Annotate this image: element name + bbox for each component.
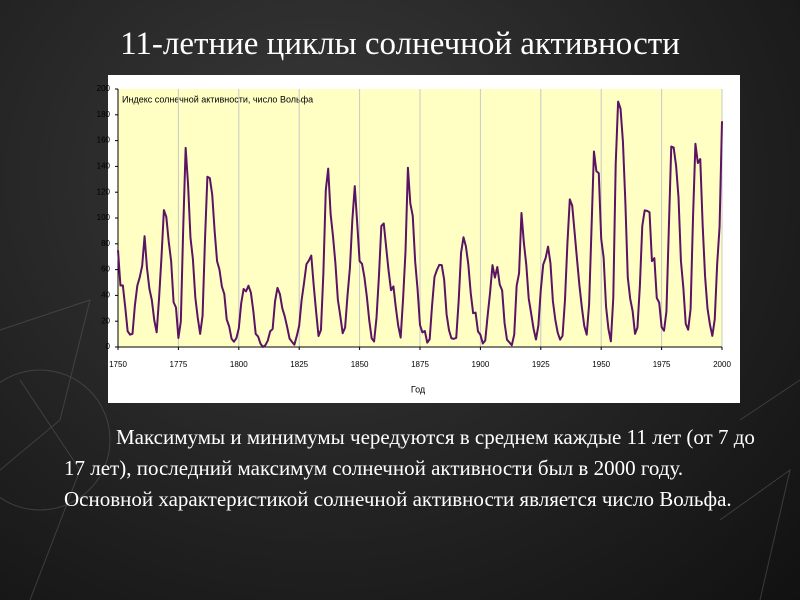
x-tick-label: 1800	[230, 360, 248, 369]
y-tick-label: 120	[97, 187, 111, 196]
y-tick-label: 160	[97, 136, 111, 145]
y-tick-label: 40	[101, 291, 110, 300]
x-tick-label: 1875	[411, 360, 429, 369]
y-tick-label: 200	[97, 84, 111, 93]
body-text: Максимумы и минимумы чередуются в средне…	[64, 425, 755, 511]
x-tick-label: 1850	[351, 360, 369, 369]
x-axis-label: Год	[411, 384, 426, 394]
x-tick-label: 2000	[713, 360, 731, 369]
y-tick-label: 60	[101, 265, 110, 274]
y-tick-label: 80	[101, 239, 110, 248]
x-tick-label: 1750	[109, 360, 127, 369]
y-tick-label: 0	[106, 342, 111, 351]
y-tick-label: 180	[97, 110, 111, 119]
x-tick-label: 1925	[532, 360, 550, 369]
slide-title: 11-летние циклы солнечной активности	[120, 26, 680, 62]
x-tick-label: 1775	[170, 360, 188, 369]
data-line	[117, 100, 723, 348]
annotation: Индекс солнечной активности, число Вольф…	[122, 94, 313, 104]
x-tick-label: 1950	[592, 360, 610, 369]
y-tick-label: 100	[97, 213, 111, 222]
x-tick-label: 1975	[653, 360, 671, 369]
y-tick-label: 140	[97, 162, 111, 171]
y-tick-label: 20	[101, 316, 110, 325]
x-tick-label: 1825	[290, 360, 308, 369]
x-tick-label: 1900	[472, 360, 490, 369]
